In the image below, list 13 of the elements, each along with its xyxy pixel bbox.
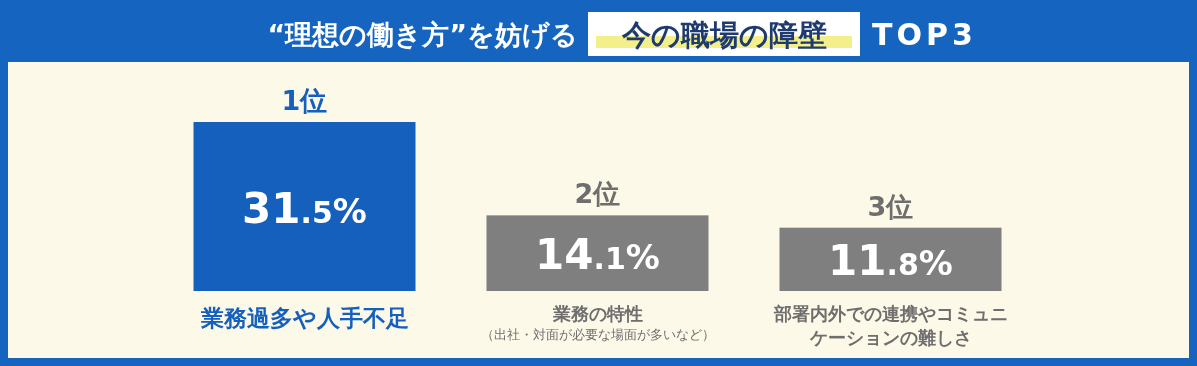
- data-label: 14.1%: [535, 230, 660, 280]
- x-tick-label: 部署内外での連携やコミュニケーションの難しさ: [772, 303, 1008, 348]
- annotation: 2位: [574, 178, 621, 210]
- x-tick-label: 業務過多や人手不足: [199, 305, 409, 331]
- header: “理想の働き方”を妨げる 今の職場の障壁 TOP3: [267, 12, 977, 56]
- annotation: 1位: [281, 85, 328, 116]
- annotation: 3位: [867, 190, 914, 222]
- x-tick-label: 業務の特性: [551, 303, 643, 324]
- data-label: 11.8%: [828, 236, 953, 286]
- data-label: 31.5%: [242, 183, 367, 233]
- chart-subtitle: 今の職場の障壁: [620, 18, 827, 52]
- chart-title: “理想の働き方”を妨げる: [267, 19, 578, 50]
- text: （出社・対面が必要な場面が多いなど）: [480, 327, 715, 342]
